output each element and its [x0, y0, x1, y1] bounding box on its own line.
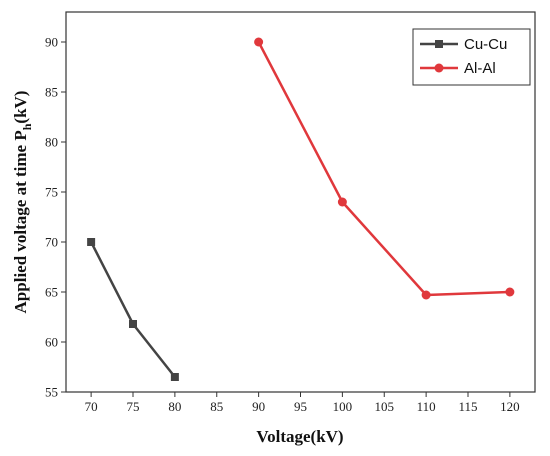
x-tick-label: 80 [168, 399, 181, 414]
y-tick-label: 60 [45, 335, 58, 350]
series-line-al-al [257, 41, 510, 297]
x-tick-label: 120 [500, 399, 520, 414]
legend-label-cu-cu: Cu-Cu [464, 36, 507, 53]
ticks-layer: 70 75 80 85 90 95 100 105 110 115 120 55 60 65 70 75 80 8… [45, 35, 520, 415]
x-tick-label: 85 [210, 399, 223, 414]
y-tick-label: 65 [45, 285, 58, 300]
x-tick-label: 100 [333, 399, 353, 414]
data-point-al-al [337, 197, 347, 207]
y-tick-label: 70 [45, 235, 58, 250]
y-tick-label: 80 [45, 135, 58, 150]
x-tick-label: 115 [458, 399, 477, 414]
y-axis-title-main: Applied voltage at time P [11, 130, 30, 313]
legend-label-al-al: Al-Al [464, 60, 496, 77]
data-point-al-al [421, 290, 431, 300]
data-point-al-al [254, 37, 264, 47]
y-tick-label: 90 [45, 35, 58, 50]
x-tick-label: 95 [294, 399, 307, 414]
legend: Cu-Cu Al-Al [412, 28, 531, 86]
y-tick-label: 75 [45, 185, 58, 200]
x-tick-label: 105 [375, 399, 395, 414]
y-tick-label: 85 [45, 85, 58, 100]
y-axis-title-unit: (kV) [11, 91, 30, 124]
legend-swatch-marker-al-al [434, 63, 444, 73]
y-axis-title: Applied voltage at time Ph(kV) [11, 91, 34, 314]
data-point-cu-cu [129, 320, 137, 328]
x-tick-label: 70 [85, 399, 98, 414]
data-point-cu-cu [170, 373, 179, 381]
y-axis-title-subscript: h [20, 123, 34, 130]
series-line-cu-cu [90, 241, 176, 378]
x-tick-label: 75 [127, 399, 140, 414]
data-point-cu-cu [87, 238, 96, 246]
y-tick-label: 55 [45, 385, 58, 400]
x-tick-label: 110 [417, 399, 436, 414]
series-layer [87, 37, 515, 381]
x-tick-label: 90 [252, 399, 265, 414]
legend-swatch-marker-cu-cu [435, 40, 443, 48]
legend-box [412, 28, 531, 86]
x-axis-title: Voltage(kV) [256, 427, 343, 446]
data-point-al-al [505, 287, 515, 297]
